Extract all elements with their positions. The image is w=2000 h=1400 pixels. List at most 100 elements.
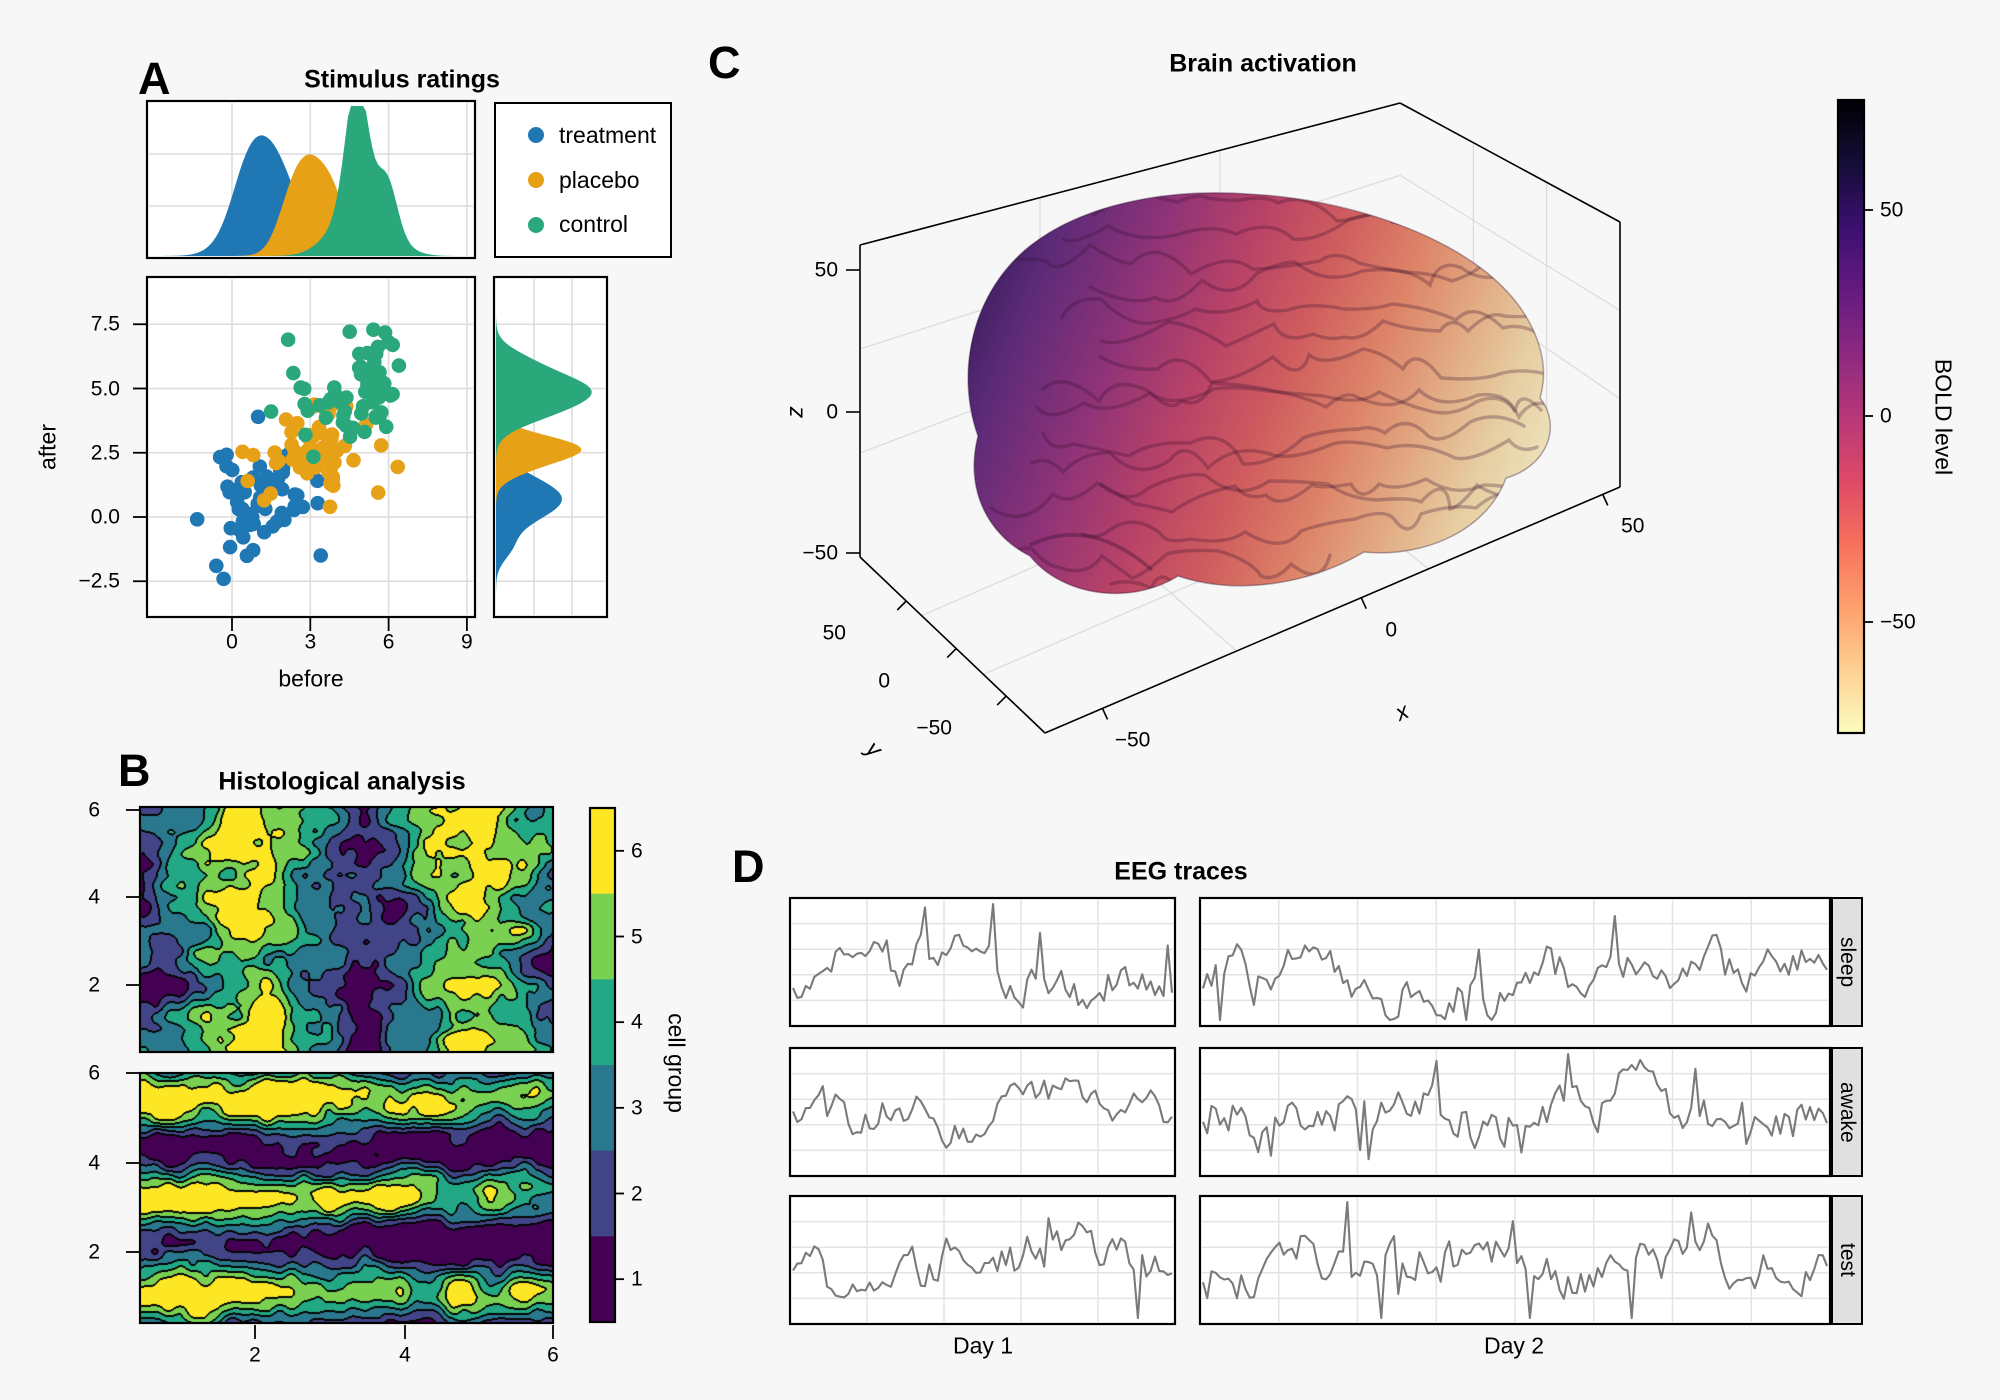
- point-treatment: [219, 458, 234, 474]
- legend-label: treatment: [559, 121, 657, 148]
- point-treatment: [265, 519, 281, 534]
- point-control: [385, 337, 401, 353]
- d-panel-border: [788, 1194, 1177, 1326]
- eeg-trace-awake-1: [1202, 1052, 1828, 1161]
- density-top-control: [150, 106, 473, 256]
- eeg-trace-sleep-1: [1201, 914, 1828, 1022]
- point-control: [263, 404, 279, 419]
- point-placebo: [390, 459, 406, 475]
- point-placebo: [278, 412, 294, 427]
- a-ytick-label: −2.5: [78, 569, 120, 593]
- point-treatment: [277, 512, 292, 528]
- c-zlabel: z: [781, 406, 808, 418]
- b-colorbar-segment: [590, 1150, 615, 1237]
- point-control: [338, 418, 354, 434]
- b-xtick-label: 6: [547, 1343, 559, 1367]
- d-panel-border: [1198, 1194, 1832, 1326]
- point-control: [318, 410, 334, 426]
- point-control: [286, 365, 301, 381]
- eeg-trace-awake-0: [792, 1077, 1173, 1149]
- c-ytick-label: 0: [878, 669, 891, 693]
- b-colorbar-tick-label: 2: [631, 1182, 643, 1205]
- legend: treatment placebo control: [494, 102, 672, 258]
- b-contour-top-border: [138, 805, 555, 1054]
- b-colorbar-border: [588, 806, 617, 1324]
- panel-a-label: A: [138, 53, 171, 104]
- c-ytick-label: 50: [822, 621, 846, 645]
- density-right-placebo: [496, 280, 582, 614]
- point-control: [374, 405, 389, 420]
- b-colorbar-segment: [590, 893, 615, 980]
- point-placebo: [322, 499, 338, 515]
- contour-canvas-bottom: [140, 1073, 553, 1323]
- point-treatment: [287, 487, 303, 502]
- c-colorbar-label: BOLD level: [1930, 358, 1957, 476]
- point-control: [298, 427, 313, 443]
- tick: [946, 647, 957, 659]
- point-placebo: [323, 460, 339, 475]
- point-control: [342, 324, 358, 340]
- point-placebo: [370, 485, 386, 500]
- point-treatment: [216, 571, 231, 587]
- d-col-label-day1: Day 1: [952, 1332, 1014, 1359]
- c-xtick-label: 0: [1385, 618, 1398, 642]
- point-treatment: [245, 542, 261, 558]
- tick: [896, 600, 907, 611]
- d-panel-border: [788, 896, 1177, 1028]
- point-placebo: [290, 416, 305, 431]
- tick: [1101, 708, 1109, 720]
- point-treatment: [310, 495, 326, 511]
- b-colorbar-label: cell group: [663, 1013, 690, 1113]
- point-control: [383, 388, 398, 403]
- a-scatter-border: [145, 275, 477, 619]
- a-right-marginal-border: [492, 275, 609, 619]
- d-col-label-day2: Day 2: [1483, 1332, 1545, 1359]
- point-control: [360, 345, 375, 361]
- c-xtick-label: 50: [1621, 514, 1645, 538]
- point-placebo: [256, 493, 272, 508]
- panel-b-title: Histological analysis: [218, 767, 466, 796]
- b-colorbar-segment: [590, 1236, 615, 1323]
- tick: [996, 695, 1007, 706]
- point-control: [354, 406, 369, 421]
- c-colorbar-tick-label: 50: [1880, 198, 1904, 222]
- point-treatment: [219, 447, 234, 463]
- eeg-trace-test-0: [792, 1217, 1173, 1320]
- point-treatment: [222, 539, 238, 555]
- b-xtick-label: 2: [249, 1343, 261, 1367]
- point-control: [375, 375, 390, 390]
- point-control: [339, 390, 354, 405]
- b-colorbar-tick-label: 3: [631, 1096, 643, 1120]
- b-colorbar-segment: [590, 979, 615, 1066]
- point-treatment: [310, 473, 325, 489]
- legend-item: treatment: [528, 122, 670, 149]
- b-ytick-label: 2: [88, 1240, 100, 1264]
- legend-item: control: [528, 211, 670, 238]
- point-treatment: [209, 558, 224, 574]
- eeg-trace-sleep-0: [792, 902, 1174, 1010]
- point-control: [297, 396, 312, 412]
- a-ytick-label: 7.5: [90, 312, 120, 336]
- panel-d-label: D: [732, 841, 765, 892]
- point-placebo: [240, 473, 255, 489]
- point-placebo: [346, 453, 361, 468]
- eeg-trace-test-1: [1201, 1200, 1828, 1320]
- a-ylabel: after: [34, 423, 61, 471]
- c-ztick-label: 50: [814, 258, 838, 282]
- panel-c-label: C: [708, 37, 741, 88]
- density-right-treatment: [496, 280, 562, 614]
- point-treatment: [259, 469, 275, 484]
- density-right-control: [496, 280, 592, 614]
- point-control: [280, 332, 296, 348]
- c-box-edge: [1044, 486, 1621, 734]
- scatter-points: [189, 322, 407, 587]
- a-top-marginal-border: [145, 99, 477, 260]
- d-panel-bg: [790, 898, 1175, 1026]
- point-control: [357, 424, 372, 440]
- b-colorbar-segment: [590, 808, 615, 895]
- point-treatment: [313, 548, 329, 563]
- point-control: [366, 365, 381, 381]
- point-treatment: [189, 512, 205, 527]
- point-placebo: [292, 460, 308, 475]
- panel-c-title: Brain activation: [1169, 49, 1357, 78]
